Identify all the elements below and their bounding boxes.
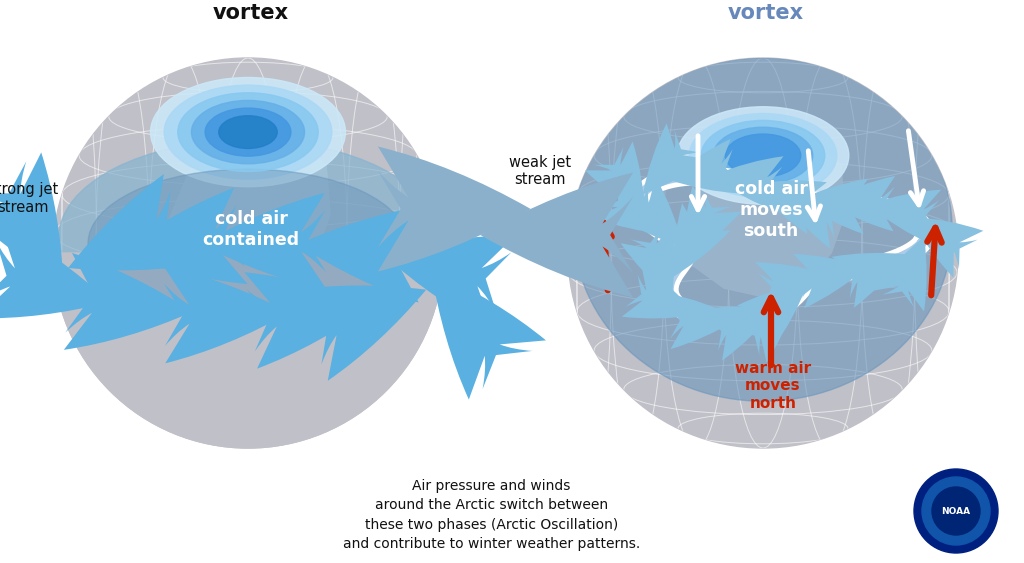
Ellipse shape [701,120,824,191]
Ellipse shape [191,100,304,164]
Ellipse shape [689,114,837,198]
Circle shape [53,58,443,448]
Polygon shape [170,120,330,296]
Text: Air pressure and winds
around the Arctic switch between
these two phases (Arctic: Air pressure and winds around the Arctic… [343,479,640,551]
Ellipse shape [677,107,849,204]
Ellipse shape [178,93,318,171]
Ellipse shape [151,78,345,187]
Text: cold air
contained: cold air contained [203,210,300,249]
Text: weak jet
stream: weak jet stream [509,155,571,187]
Ellipse shape [573,58,952,401]
Ellipse shape [205,108,291,156]
Text: warm air
moves
north: warm air moves north [735,361,811,410]
Text: NOAA: NOAA [941,507,971,516]
Text: wavy
polar
vortex: wavy polar vortex [728,0,804,23]
Circle shape [932,487,980,535]
Circle shape [568,58,958,448]
Polygon shape [170,120,330,296]
Ellipse shape [725,134,801,177]
Circle shape [914,469,998,553]
Ellipse shape [714,127,813,184]
Ellipse shape [58,140,437,335]
Ellipse shape [88,169,408,318]
Ellipse shape [219,116,278,149]
Text: strong jet
stream: strong jet stream [0,182,58,215]
Polygon shape [685,120,845,296]
Ellipse shape [164,85,332,179]
Text: cold air
moves
south: cold air moves south [734,180,808,240]
Circle shape [922,477,990,545]
Text: stable
polar
vortex: stable polar vortex [213,0,289,23]
Wedge shape [53,253,443,448]
